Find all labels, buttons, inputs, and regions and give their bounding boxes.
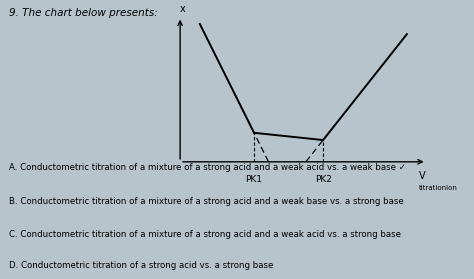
Text: V: V — [419, 170, 426, 181]
Text: A. Conductometric titration of a mixture of a strong acid and a weak acid vs. a : A. Conductometric titration of a mixture… — [9, 163, 407, 172]
Text: C. Conductometric titration of a mixture of a strong acid and a weak acid vs. a : C. Conductometric titration of a mixture… — [9, 230, 401, 239]
Text: x: x — [180, 4, 185, 14]
Text: PK1: PK1 — [246, 175, 263, 184]
Text: B. Conductometric titration of a mixture of a strong acid and a weak base vs. a : B. Conductometric titration of a mixture… — [9, 197, 404, 206]
Text: 9. The chart below presents:: 9. The chart below presents: — [9, 8, 158, 18]
Text: D. Conductometric titration of a strong acid vs. a strong base: D. Conductometric titration of a strong … — [9, 261, 274, 270]
Text: PK2: PK2 — [315, 175, 331, 184]
Text: titrationion: titrationion — [419, 185, 458, 191]
